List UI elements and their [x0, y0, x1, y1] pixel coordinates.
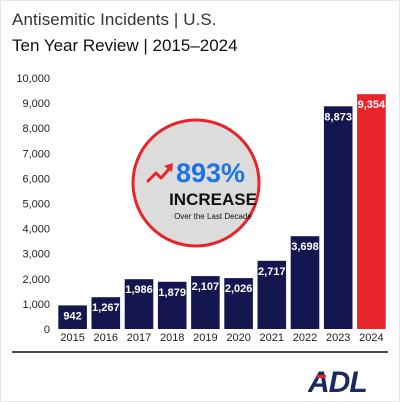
y-tick-label: 4,000 [22, 224, 50, 236]
chart-subtitle: Ten Year Review | 2015–2024 [12, 36, 238, 55]
callout-circle [131, 118, 261, 248]
y-tick-label: 10,000 [16, 73, 50, 85]
y-axis: 0 1,000 2,000 3,000 4,000 5,000 6,000 7,000 8,00… [16, 73, 50, 336]
x-tick-label: 2023 [326, 332, 350, 344]
bar-value-label: 2,717 [258, 266, 286, 278]
callout-value: 893% [176, 158, 245, 188]
y-tick-label: 0 [44, 324, 50, 336]
bar-2019 [191, 276, 220, 329]
x-tick-label: 2015 [60, 332, 84, 344]
bar-value-label: 9,354 [358, 99, 386, 111]
y-tick-label: 8,000 [22, 123, 50, 135]
x-tick-label: 2016 [94, 332, 118, 344]
x-tick-label: 2022 [293, 332, 317, 344]
adl-logo: ADL [308, 366, 368, 396]
bar-value-label: 1,986 [125, 284, 153, 296]
bar-value-label: 8,873 [324, 111, 352, 123]
bar-2021 [257, 260, 287, 329]
bar-value-label: 942 [63, 310, 81, 322]
y-tick-label: 9,000 [22, 98, 50, 110]
bar-value-label: 2,107 [192, 281, 220, 293]
y-tick-label: 5,000 [22, 199, 50, 211]
bar-value-label: 1,267 [92, 302, 120, 314]
y-tick-label: 1,000 [22, 299, 50, 311]
bar-2016 [91, 297, 121, 329]
callout-note: Over the Last Decade [174, 212, 252, 221]
bar-value-label: 1,879 [158, 287, 186, 299]
bar-value-label: 2,026 [225, 283, 253, 295]
bar-2018 [157, 281, 187, 329]
trend-arrow-icon [146, 163, 173, 183]
y-tick-label: 3,000 [22, 249, 50, 261]
x-tick-label: 2024 [359, 332, 383, 344]
x-tick-label: 2020 [226, 332, 250, 344]
svg-text:ADL: ADL [308, 366, 367, 396]
bar-2022 [290, 236, 320, 329]
bar-2024 [357, 94, 386, 329]
y-tick-label: 2,000 [22, 274, 50, 286]
increase-callout: 893% INCREASE Over the Last Decade [131, 118, 261, 248]
x-axis: 2015 2016 2017 2018 2019 2020 2021 2022 2023 2024 [60, 332, 383, 344]
bar-2020 [224, 278, 253, 329]
y-tick-label: 7,000 [22, 148, 50, 160]
x-tick-label: 2019 [193, 332, 217, 344]
y-tick-label: 6,000 [22, 173, 50, 185]
bar-series: 942 1,267 1,986 1,879 2,107 2,026 2,717 3,698 8,… [58, 94, 386, 329]
x-tick-label: 2017 [127, 332, 151, 344]
bar-2023 [323, 106, 353, 329]
callout-label: INCREASE [169, 190, 257, 209]
x-tick-label: 2018 [160, 332, 184, 344]
bar-2017 [124, 279, 154, 329]
bar-value-label: 3,698 [291, 241, 319, 253]
x-tick-label: 2021 [260, 332, 284, 344]
bar-2015 [58, 305, 87, 329]
chart-title: Antisemitic Incidents | U.S. [12, 10, 217, 29]
